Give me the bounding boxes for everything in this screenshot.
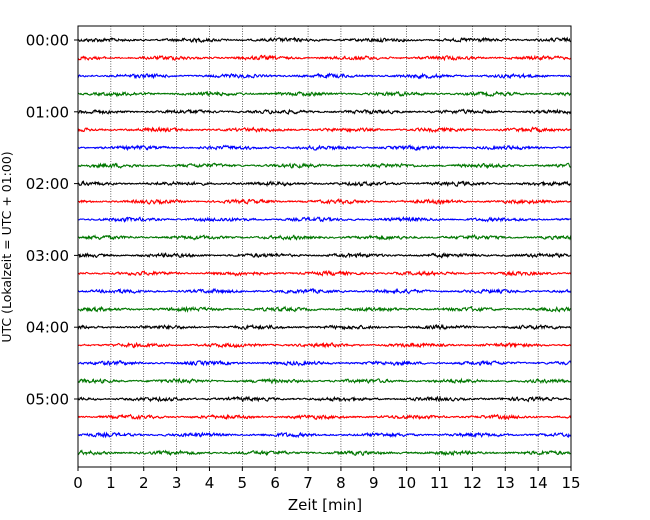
y-axis-label: UTC (Lokalzeit = UTC + 01:00) — [0, 151, 14, 342]
trace-line — [77, 144, 572, 152]
trace-line — [77, 72, 572, 80]
x-tick-label: 0 — [73, 474, 83, 492]
y-axis-ticks: 00:00 01:00 02:00 03:00 04:00 05:00 — [26, 32, 78, 409]
trace-line — [77, 216, 572, 223]
x-tick-label: 10 — [397, 474, 416, 492]
trace-line — [77, 305, 572, 313]
x-tick-label: 1 — [106, 474, 116, 492]
y-tick-label: 02:00 — [26, 175, 69, 193]
x-tick-label: 15 — [561, 474, 580, 492]
x-tick-label: 7 — [303, 474, 313, 492]
trace-line — [78, 234, 572, 241]
trace-line — [77, 359, 572, 367]
x-tick-label: 3 — [172, 474, 182, 492]
x-tick-label: 9 — [369, 474, 379, 492]
x-tick-label: 8 — [336, 474, 346, 492]
trace-line — [77, 449, 572, 457]
x-tick-label: 6 — [270, 474, 280, 492]
x-tick-label: 2 — [139, 474, 149, 492]
x-tick-label: 14 — [529, 474, 548, 492]
x-tick-label: 5 — [238, 474, 248, 492]
trace-line — [77, 377, 572, 385]
trace-line — [78, 90, 572, 98]
trace-line — [77, 287, 572, 295]
trace-line — [77, 198, 572, 206]
x-tick-label: 4 — [205, 474, 215, 492]
trace-line — [77, 126, 572, 134]
plot-frame — [77, 25, 572, 468]
x-axis-ticks: 0 1 2 3 4 5 6 7 8 9 10 11 12 13 14 15 — [73, 467, 581, 492]
seismogram-traces — [77, 36, 572, 457]
trace-line — [77, 179, 572, 188]
trace-line — [77, 431, 572, 439]
trace-line — [77, 269, 572, 277]
trace-line — [77, 108, 572, 116]
x-tick-label: 13 — [496, 474, 515, 492]
trace-line — [77, 54, 572, 62]
x-tick-label: 11 — [430, 474, 449, 492]
trace-line — [77, 341, 572, 349]
trace-line — [77, 162, 572, 170]
x-tick-label: 12 — [463, 474, 482, 492]
trace-line — [77, 251, 572, 259]
trace-line — [77, 36, 572, 44]
x-axis-label: Zeit [min] — [288, 496, 362, 514]
trace-line — [77, 395, 572, 403]
y-tick-label: 04:00 — [26, 319, 69, 337]
y-tick-label: 03:00 — [26, 247, 69, 265]
trace-line — [77, 323, 572, 331]
y-tick-label: 00:00 — [26, 32, 69, 50]
grid-lines — [110, 26, 539, 467]
trace-line — [77, 413, 572, 421]
y-tick-label: 05:00 — [26, 391, 69, 409]
y-tick-label: 01:00 — [26, 103, 69, 121]
